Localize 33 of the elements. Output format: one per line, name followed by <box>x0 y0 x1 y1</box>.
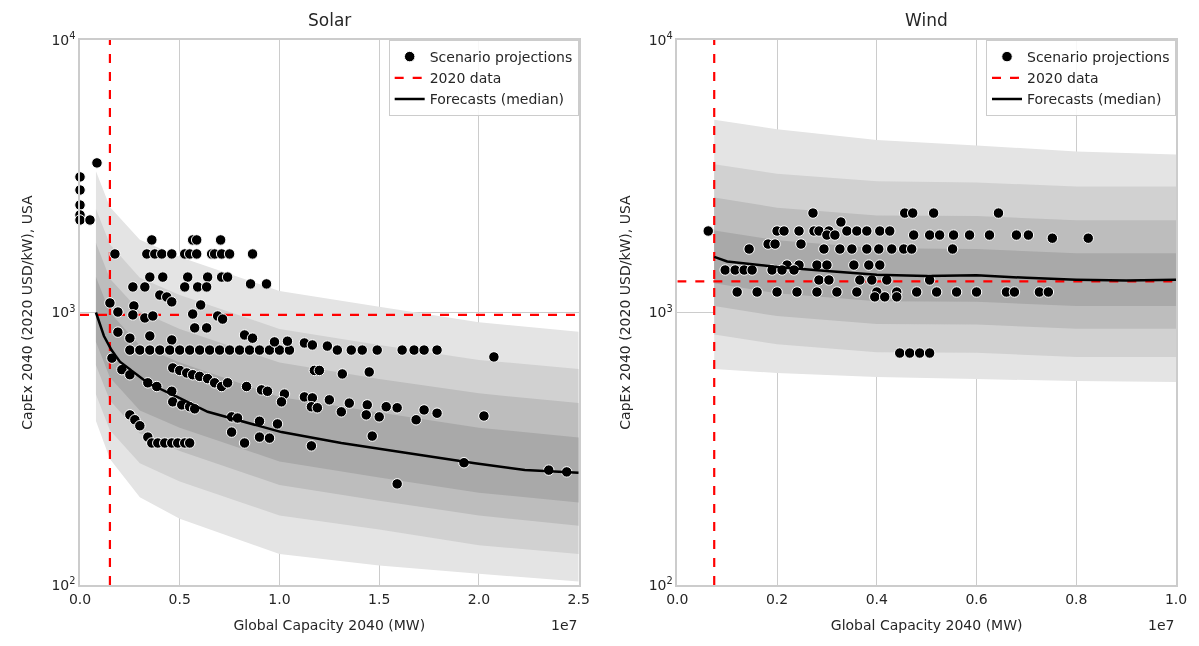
x-tick-label: 2.0 <box>467 590 491 607</box>
x-tick-label: 0.0 <box>68 590 92 607</box>
x-tick-label: 0.0 <box>666 590 689 607</box>
y-axis-title: CapEx 2040 (2020 USD/kW), USA <box>19 194 36 430</box>
x-axis-title: Global Capacity 2040 (MW) <box>830 617 1023 634</box>
x-tick-label: 0.2 <box>765 590 789 607</box>
x-tick-label: 1.0 <box>268 590 291 607</box>
legend-label: Forecasts (median) <box>429 91 565 108</box>
x-tick-label: 2.5 <box>567 590 590 607</box>
chart-title: Solar <box>308 10 352 30</box>
legend-label: 2020 data <box>1027 70 1099 87</box>
text: 1e7 <box>1148 617 1175 633</box>
x-tick-label: 1.5 <box>368 590 391 607</box>
y-tick-label: 10$^{4}$ <box>51 30 76 48</box>
x-tick-label: 0.4 <box>865 590 889 607</box>
y-tick-label: 10$^{3}$ <box>648 302 673 321</box>
text: 1e7 <box>551 617 578 633</box>
x-tick-label: 0.8 <box>1065 590 1088 607</box>
y-tick-label: 10$^{3}$ <box>51 302 76 321</box>
y-tick-label: 10$^{2}$ <box>51 575 76 593</box>
y-tick-label: 10$^{4}$ <box>648 30 673 48</box>
legend-label: Scenario projections <box>1027 49 1170 66</box>
line-series <box>94 311 579 475</box>
legend-label: 2020 data <box>429 70 502 87</box>
x-tick-label: 0.5 <box>168 590 191 607</box>
y-axis-title: CapEx 2040 (2020 USD/kW), USA <box>616 194 633 430</box>
legend-label: Scenario projections <box>429 49 573 66</box>
legend-label: Forecasts (median) <box>1027 91 1162 108</box>
x-tick-label: 0.6 <box>965 590 988 607</box>
x-axis-title: Global Capacity 2040 (MW) <box>233 617 426 634</box>
chart-title: Wind <box>905 10 948 30</box>
y-tick-label: 10$^{2}$ <box>648 575 673 593</box>
x-tick-label: 1.0 <box>1164 590 1188 607</box>
